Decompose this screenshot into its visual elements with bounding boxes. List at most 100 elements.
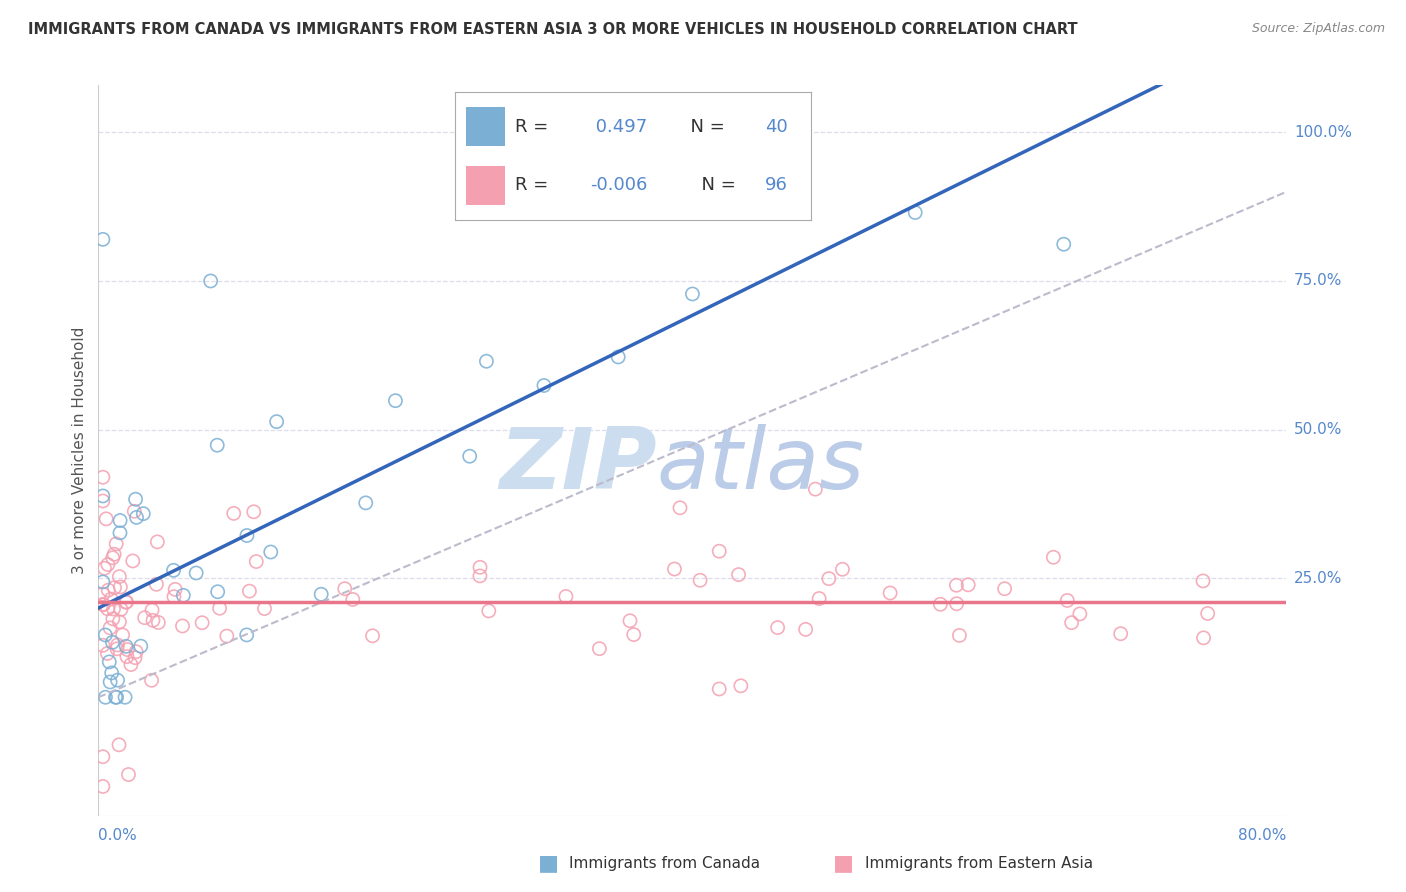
Point: [91, 598, 114, 612]
Point: [91, 494, 114, 508]
Point: [458, 449, 481, 463]
Point: [103, 581, 125, 595]
Point: [831, 562, 853, 576]
Point: [236, 528, 259, 542]
Point: [468, 560, 491, 574]
Point: [235, 628, 257, 642]
Point: [91, 489, 114, 503]
Point: [104, 690, 127, 705]
Point: [929, 597, 952, 611]
Point: [107, 638, 129, 652]
Point: [242, 505, 264, 519]
Point: [165, 582, 187, 597]
Point: [108, 615, 131, 629]
Point: [384, 393, 406, 408]
Point: [619, 614, 641, 628]
Point: [172, 588, 194, 602]
Point: [309, 587, 332, 601]
Point: [115, 595, 138, 609]
Text: atlas: atlas: [657, 424, 865, 507]
Point: [97, 583, 120, 598]
Point: [124, 504, 146, 518]
Point: [766, 621, 789, 635]
Point: [91, 749, 114, 764]
Point: [533, 378, 555, 392]
Point: [124, 492, 146, 507]
Point: [879, 586, 901, 600]
Point: [134, 610, 156, 624]
Point: [101, 612, 124, 626]
Point: [948, 628, 970, 642]
Point: [342, 592, 364, 607]
Point: [804, 482, 827, 496]
Point: [94, 628, 117, 642]
Point: [208, 601, 231, 615]
Point: [794, 623, 817, 637]
Point: [200, 274, 222, 288]
Point: [730, 679, 752, 693]
Point: [689, 574, 711, 588]
Point: [115, 595, 138, 609]
Point: [994, 582, 1017, 596]
Point: [945, 578, 967, 592]
Point: [94, 690, 117, 705]
Point: [101, 550, 124, 565]
Point: [93, 598, 115, 612]
Point: [333, 582, 356, 596]
Point: [103, 547, 125, 561]
Point: [361, 629, 384, 643]
Point: [709, 544, 731, 558]
Point: [1056, 593, 1078, 607]
Text: 80.0%: 80.0%: [1239, 828, 1286, 843]
Point: [93, 561, 115, 575]
Point: [1109, 626, 1132, 640]
Point: [120, 657, 142, 672]
Point: [664, 562, 686, 576]
Point: [108, 514, 131, 528]
Point: [107, 673, 129, 688]
Point: [114, 690, 136, 705]
Text: Immigrants from Canada: Immigrants from Canada: [569, 856, 761, 871]
Point: [146, 534, 169, 549]
Text: ■: ■: [834, 854, 853, 873]
Point: [96, 647, 118, 661]
Point: [207, 584, 229, 599]
Point: [945, 597, 967, 611]
Text: 50.0%: 50.0%: [1294, 422, 1343, 437]
Point: [1042, 550, 1064, 565]
Point: [1060, 615, 1083, 630]
Point: [354, 496, 377, 510]
Point: [117, 767, 139, 781]
Point: [163, 590, 186, 604]
Point: [108, 569, 131, 583]
Point: [110, 580, 132, 594]
Text: 75.0%: 75.0%: [1294, 274, 1343, 288]
Point: [105, 690, 128, 705]
Point: [148, 615, 170, 630]
Text: Immigrants from Eastern Asia: Immigrants from Eastern Asia: [865, 856, 1092, 871]
Point: [904, 205, 927, 219]
Point: [96, 512, 118, 526]
Point: [98, 675, 121, 690]
Point: [108, 738, 131, 752]
Point: [172, 619, 194, 633]
Point: [91, 232, 114, 246]
Point: [727, 567, 749, 582]
Point: [808, 591, 831, 606]
Point: [1197, 607, 1219, 621]
Point: [91, 574, 114, 589]
Point: [186, 566, 208, 580]
Point: [588, 641, 610, 656]
Point: [115, 649, 138, 664]
Point: [115, 640, 138, 654]
Point: [97, 601, 120, 615]
Point: [121, 554, 143, 568]
Point: [681, 287, 703, 301]
Point: [129, 639, 152, 653]
Text: Source: ZipAtlas.com: Source: ZipAtlas.com: [1251, 22, 1385, 36]
Text: ■: ■: [538, 854, 558, 873]
Text: ZIP: ZIP: [499, 424, 657, 507]
Point: [238, 584, 260, 599]
Text: 100.0%: 100.0%: [1294, 125, 1353, 140]
Y-axis label: 3 or more Vehicles in Household: 3 or more Vehicles in Household: [72, 326, 87, 574]
